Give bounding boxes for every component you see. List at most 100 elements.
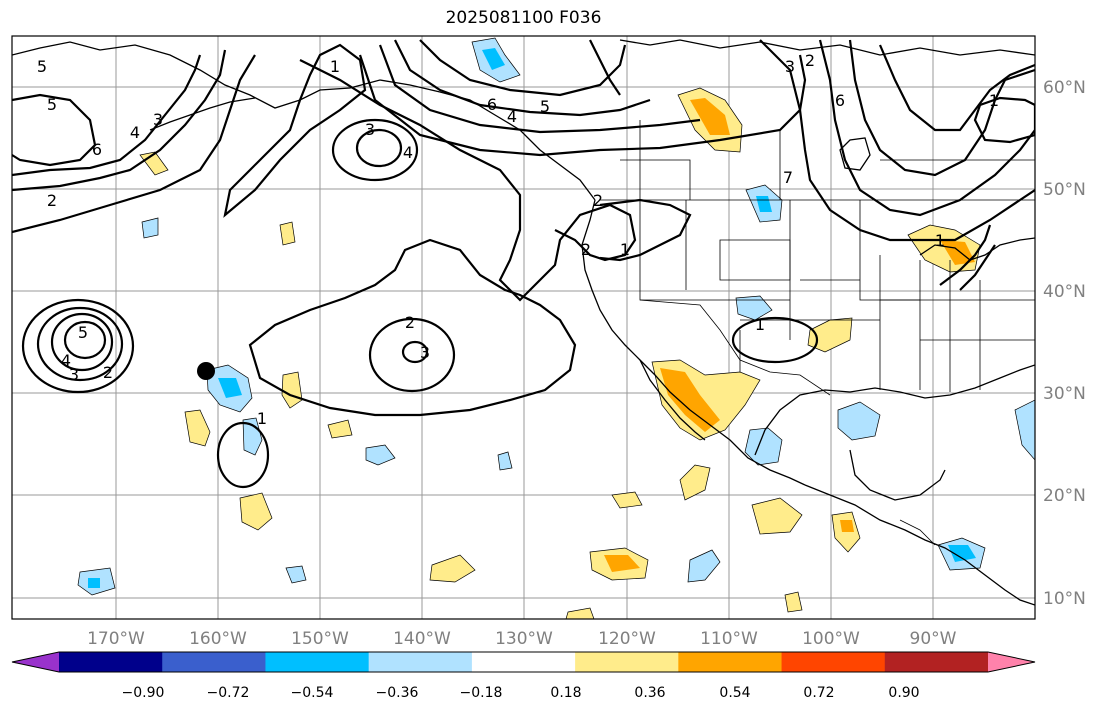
colorbar-outline — [11, 651, 1036, 673]
contour-label: 3 — [420, 343, 430, 362]
contour-label: 3 — [153, 110, 163, 129]
colorbar-segment — [59, 652, 163, 672]
coastlines — [12, 39, 1035, 606]
contour-label: 4 — [403, 143, 413, 162]
baja-peninsula — [639, 359, 706, 441]
gridlines — [12, 36, 1035, 619]
lon-label: 90°W — [910, 629, 957, 649]
contour-label: 6 — [487, 95, 497, 114]
patch-positive — [239, 492, 273, 531]
patch-negative-core — [88, 578, 100, 588]
shaded-anomalies — [77, 37, 1035, 619]
contour-label: 5 — [540, 97, 550, 116]
patch-negative-core — [218, 378, 242, 398]
lat-label: 30°N — [1043, 384, 1086, 404]
lon-label: 100°W — [802, 629, 860, 649]
contour-label: 7 — [783, 168, 793, 187]
lat-label: 60°N — [1043, 78, 1086, 98]
patch-positive — [327, 419, 353, 439]
patch-positive — [279, 221, 296, 246]
map-frame — [11, 35, 1036, 620]
colorbar-tick-label: 0.90 — [888, 685, 919, 701]
contour-label: 1 — [989, 91, 999, 110]
contour-label: 5 — [78, 323, 88, 342]
contour-label: 3 — [69, 365, 79, 384]
contour-label: 6 — [92, 140, 102, 159]
lat-label: 50°N — [1043, 180, 1086, 200]
station-marker[interactable] — [197, 362, 215, 380]
patch-positive-core — [604, 555, 640, 572]
patch-negative-core — [948, 545, 976, 562]
patch-negative — [687, 549, 721, 583]
contour-label: 1 — [935, 231, 945, 250]
colorbar-tick-label: 0.36 — [634, 685, 665, 701]
contour-label: 2 — [103, 363, 113, 382]
colorbar-tick-labels: −0.90 −0.72 −0.54 −0.36 −0.18 0.18 0.36 … — [122, 685, 920, 701]
great-lakes — [919, 237, 1035, 261]
patch-negative — [285, 565, 307, 584]
lon-label: 160°W — [189, 629, 247, 649]
colorbar — [11, 651, 1036, 673]
colorbar-segment — [678, 652, 783, 672]
lon-label: 150°W — [291, 629, 349, 649]
contour-label: 5 — [47, 95, 57, 114]
patch-negative — [744, 427, 783, 466]
patch-negative — [1014, 399, 1035, 461]
contour-label: 1 — [257, 409, 267, 428]
lat-label: 20°N — [1043, 486, 1086, 506]
alaska-coast — [12, 41, 596, 201]
colorbar-segment — [781, 652, 886, 672]
map-title: 2025081100 F036 — [445, 8, 602, 28]
hudson-bay — [839, 137, 871, 171]
lon-label: 110°W — [700, 629, 758, 649]
contour-label: 1 — [620, 240, 630, 259]
patch-negative — [837, 401, 881, 441]
gulf-coast — [754, 364, 1035, 456]
patch-positive — [429, 554, 476, 583]
contour-label: 2 — [805, 51, 815, 70]
patch-positive-core — [660, 368, 720, 432]
lon-label: 120°W — [598, 629, 656, 649]
patch-positive — [184, 409, 211, 447]
colorbar-segment — [471, 652, 576, 672]
patch-positive — [751, 497, 803, 535]
contour-label: 4 — [507, 107, 517, 126]
patch-positive — [679, 464, 711, 501]
contour-label: 6 — [835, 91, 845, 110]
colorbar-tick-label: −0.18 — [460, 685, 503, 701]
colorbar-tick-label: −0.54 — [291, 685, 334, 701]
contour-label: 2 — [581, 240, 591, 259]
yucatan — [849, 449, 946, 501]
contour-label: 5 — [37, 57, 47, 76]
lon-label: 170°W — [87, 629, 145, 649]
contour-label: 4 — [61, 351, 71, 370]
contour-label: 1 — [330, 57, 340, 76]
lat-label: 10°N — [1043, 589, 1086, 609]
colorbar-segment — [884, 652, 989, 672]
patch-negative — [497, 451, 513, 471]
colorbar-tick-label: −0.72 — [207, 685, 250, 701]
contour-label: 2 — [405, 313, 415, 332]
lon-label: 130°W — [495, 629, 553, 649]
contour-label: 1 — [755, 315, 765, 334]
colorbar-extend-high — [988, 652, 1035, 672]
patch-positive — [784, 591, 803, 613]
colorbar-tick-label: 0.18 — [550, 685, 581, 701]
patch-negative — [735, 295, 773, 321]
patch-negative-core — [482, 48, 505, 70]
patch-negative — [141, 217, 159, 239]
colorbar-segment — [368, 652, 473, 672]
patch-positive — [611, 491, 643, 509]
contour-lines — [12, 39, 1035, 489]
map-area: 5 5 6 4 3 2 1 2 6 4 5 3 4 3 2 6 7 1 2 1 … — [12, 36, 1035, 619]
west-coast — [581, 199, 806, 486]
longitude-labels: 170°W 160°W 150°W 140°W 130°W 120°W 110°… — [87, 629, 957, 649]
contour-labels: 5 5 6 4 3 2 1 2 6 4 5 3 4 3 2 6 7 1 2 1 … — [37, 51, 999, 428]
colorbar-tick-label: 0.72 — [803, 685, 834, 701]
contour-label: 3 — [365, 120, 375, 139]
patch-positive — [565, 607, 595, 619]
colorbar-tick-label: −0.90 — [122, 685, 165, 701]
mexico-coast — [804, 484, 1035, 606]
patch-negative — [365, 444, 396, 466]
